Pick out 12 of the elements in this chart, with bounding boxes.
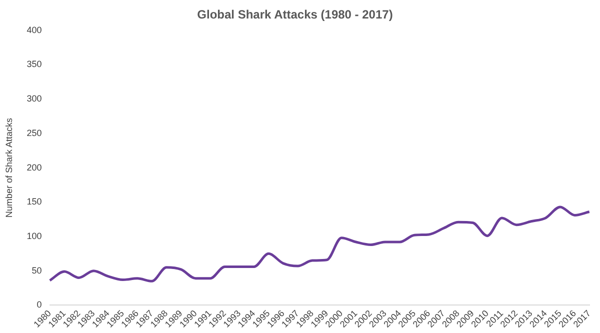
y-tick-label: 250	[26, 128, 42, 138]
chart-title: Global Shark Attacks (1980 - 2017)	[197, 8, 393, 22]
line-series	[48, 206, 591, 282]
y-tick-label: 50	[32, 265, 42, 276]
y-tick-label: 200	[26, 162, 42, 172]
y-tick-label: 400	[26, 24, 42, 35]
y-tick-label: 150	[26, 196, 42, 207]
y-tick-label: 0	[36, 300, 42, 310]
y-axis-title: Number of Shark Attacks	[4, 118, 14, 218]
y-tick-label: 350	[26, 59, 42, 70]
y-tick-label: 100	[26, 230, 42, 241]
y-tick-label: 300	[26, 94, 42, 104]
